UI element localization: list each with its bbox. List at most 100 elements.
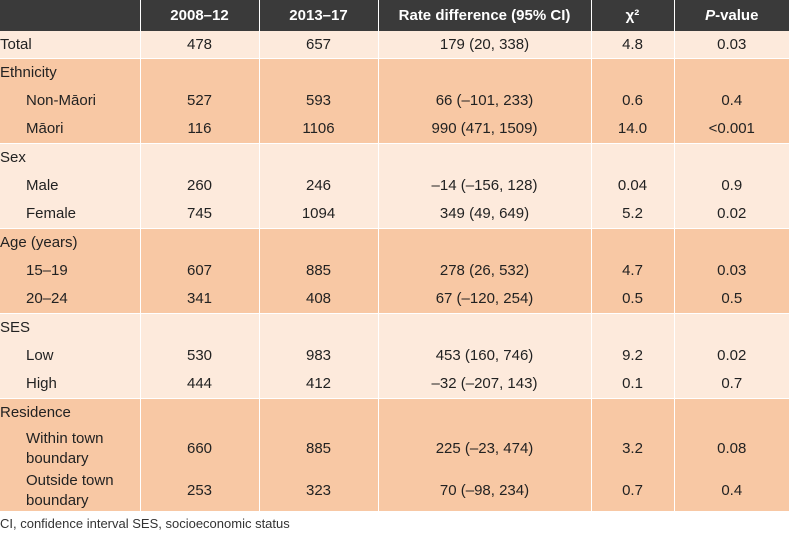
table-row: Female 745 1094 349 (49, 649) 5.2 0.02 [0,200,789,229]
cell-p-value [674,398,789,427]
cell-2008-12: 341 [140,285,260,314]
row-label: High [0,370,141,399]
cell-p-value: 0.5 [674,285,789,314]
cell-p-value: 0.4 [674,87,789,115]
header-cell-label [0,0,141,31]
row-label-line: boundary [26,450,89,467]
table-row: Within town boundary 660 885 225 (–23, 4… [0,427,789,469]
header-row: 2008–12 2013–17 Rate difference (95% CI)… [0,0,789,31]
rate-comparison-table: 2008–12 2013–17 Rate difference (95% CI)… [0,0,789,511]
table-row: Sex [0,143,789,172]
row-label: Outside town boundary [0,469,141,511]
row-label: Within town boundary [0,427,141,469]
cell-p-value: 0.03 [674,31,789,59]
cell-rate-difference: 990 (471, 1509) [378,115,592,144]
cell-p-value [674,58,789,87]
cell-2013-17: 408 [259,285,379,314]
cell-chi-squared [591,58,675,87]
cell-chi-squared: 0.7 [591,469,675,511]
cell-rate-difference [378,143,592,172]
cell-rate-difference: 349 (49, 649) [378,200,592,229]
cell-chi-squared: 3.2 [591,427,675,469]
cell-p-value: <0.001 [674,115,789,144]
table-row: 20–24 341 408 67 (–120, 254) 0.5 0.5 [0,285,789,314]
cell-p-value: 0.7 [674,370,789,399]
cell-2013-17 [259,398,379,427]
cell-p-value: 0.02 [674,200,789,229]
cell-chi-squared: 0.6 [591,87,675,115]
cell-rate-difference [378,398,592,427]
table-row: Outside town boundary 253 323 70 (–98, 2… [0,469,789,511]
cell-rate-difference: 66 (–101, 233) [378,87,592,115]
cell-2008-12: 660 [140,427,260,469]
cell-chi-squared: 14.0 [591,115,675,144]
row-label: 15–19 [0,257,141,285]
cell-chi-squared [591,398,675,427]
cell-chi-squared [591,313,675,342]
row-label: 20–24 [0,285,141,314]
cell-chi-squared: 0.04 [591,172,675,200]
cell-2008-12: 607 [140,257,260,285]
cell-2008-12: 530 [140,342,260,370]
cell-p-value: 0.9 [674,172,789,200]
cell-p-value [674,143,789,172]
cell-2013-17: 1106 [259,115,379,144]
table-row: Māori 116 1106 990 (471, 1509) 14.0 <0.0… [0,115,789,144]
cell-2008-12: 260 [140,172,260,200]
row-label-line: boundary [26,492,89,509]
table-row: Total 478 657 179 (20, 338) 4.8 0.03 [0,31,789,59]
cell-rate-difference [378,313,592,342]
group-label: Sex [0,143,141,172]
table-row: Ethnicity [0,58,789,87]
cell-rate-difference: –14 (–156, 128) [378,172,592,200]
cell-2008-12 [140,228,260,257]
cell-rate-difference: 70 (–98, 234) [378,469,592,511]
cell-chi-squared: 4.8 [591,31,675,59]
header-cell-rate-difference: Rate difference (95% CI) [378,0,592,31]
table-row: High 444 412 –32 (–207, 143) 0.1 0.7 [0,370,789,399]
cell-2008-12 [140,58,260,87]
cell-2008-12 [140,398,260,427]
cell-rate-difference: 278 (26, 532) [378,257,592,285]
row-label: Low [0,342,141,370]
cell-p-value: 0.02 [674,342,789,370]
header-cell-2008-12: 2008–12 [140,0,260,31]
cell-2013-17: 885 [259,257,379,285]
cell-2013-17: 412 [259,370,379,399]
cell-2008-12: 116 [140,115,260,144]
header-cell-p-value: P-value [674,0,789,31]
cell-rate-difference [378,228,592,257]
cell-rate-difference: 453 (160, 746) [378,342,592,370]
table-row: Residence [0,398,789,427]
header-cell-2013-17: 2013–17 [259,0,379,31]
cell-2013-17 [259,58,379,87]
row-label: Female [0,200,141,229]
cell-2013-17: 885 [259,427,379,469]
cell-p-value [674,313,789,342]
cell-2008-12 [140,143,260,172]
header-cell-chi-squared: χ² [591,0,675,31]
cell-2013-17: 657 [259,31,379,59]
group-label: SES [0,313,141,342]
cell-chi-squared: 4.7 [591,257,675,285]
cell-chi-squared: 0.5 [591,285,675,314]
cell-rate-difference: 179 (20, 338) [378,31,592,59]
cell-chi-squared: 5.2 [591,200,675,229]
table-row: Age (years) [0,228,789,257]
cell-p-value [674,228,789,257]
cell-rate-difference: 225 (–23, 474) [378,427,592,469]
cell-2013-17 [259,143,379,172]
cell-chi-squared: 0.1 [591,370,675,399]
cell-2013-17: 1094 [259,200,379,229]
cell-2008-12 [140,313,260,342]
cell-2013-17 [259,228,379,257]
group-label: Age (years) [0,228,141,257]
cell-2013-17: 246 [259,172,379,200]
table-row: Male 260 246 –14 (–156, 128) 0.04 0.9 [0,172,789,200]
cell-rate-difference: 67 (–120, 254) [378,285,592,314]
cell-2013-17: 323 [259,469,379,511]
table-row: Non-Māori 527 593 66 (–101, 233) 0.6 0.4 [0,87,789,115]
cell-rate-difference: –32 (–207, 143) [378,370,592,399]
cell-chi-squared [591,228,675,257]
table-row: Low 530 983 453 (160, 746) 9.2 0.02 [0,342,789,370]
